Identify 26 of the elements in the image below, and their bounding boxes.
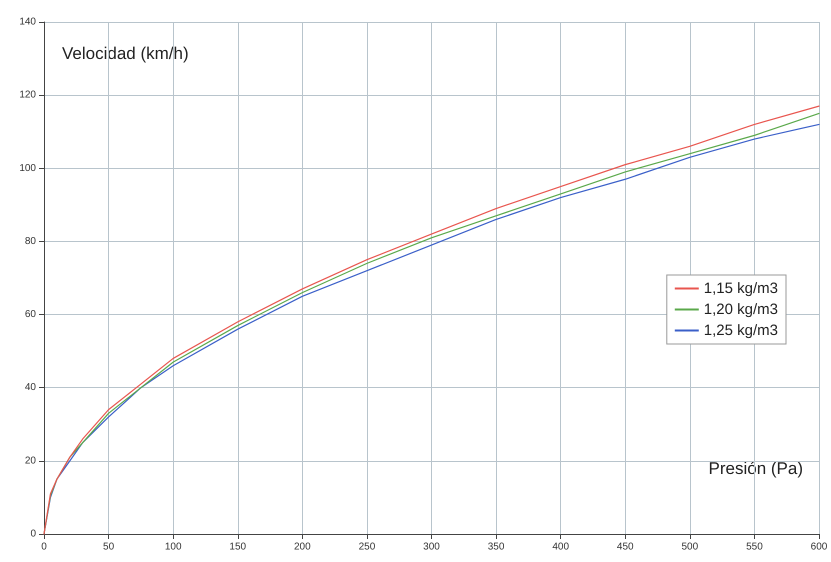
y-tick-label: 140 xyxy=(19,16,36,28)
x-tick-label: 150 xyxy=(229,542,247,552)
x-tick-label: 50 xyxy=(103,542,115,552)
x-tick-label: 0 xyxy=(41,542,48,552)
x-tick-label: 400 xyxy=(552,542,570,552)
x-tick-label: 550 xyxy=(746,542,764,552)
x-tick-label: 100 xyxy=(164,542,182,552)
y-tick-label: 100 xyxy=(19,162,36,174)
x-tick-label: 200 xyxy=(294,542,312,552)
y-tick-label: 0 xyxy=(30,528,36,540)
x-axis-title: Presión (Pa) xyxy=(708,459,804,478)
y-tick-label: 40 xyxy=(24,382,36,394)
legend-label: 1,25 kg/m3 xyxy=(704,322,778,339)
x-tick-label: 500 xyxy=(681,542,699,552)
y-tick-label: 20 xyxy=(24,455,36,466)
x-tick-label: 300 xyxy=(423,542,440,552)
y-axis-title: Velocidad (km/h) xyxy=(62,44,189,63)
y-tick-label: 120 xyxy=(19,90,36,101)
y-tick-label: 80 xyxy=(24,236,36,247)
legend-label: 1,15 kg/m3 xyxy=(704,280,778,297)
x-tick-label: 350 xyxy=(488,542,505,552)
legend-label: 1,20 kg/m3 xyxy=(704,301,778,318)
x-tick-label: 250 xyxy=(358,542,376,552)
y-tick-label: 60 xyxy=(24,309,36,320)
x-tick-label: 600 xyxy=(810,542,828,552)
x-tick-label: 450 xyxy=(616,542,634,552)
